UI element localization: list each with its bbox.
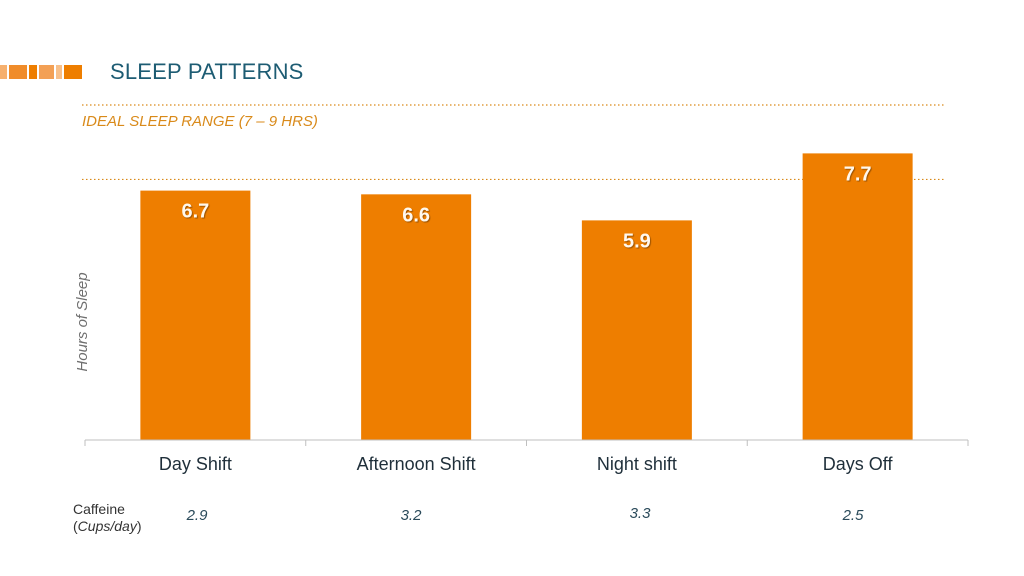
bar-3 [802, 153, 913, 440]
x-tick-label-2: Night shift [597, 454, 677, 474]
bar-2 [581, 220, 692, 440]
caffeine-unit-open: ( [73, 518, 78, 534]
caffeine-value-days-off: 2.5 [842, 507, 864, 524]
bar-0 [140, 190, 251, 440]
caffeine-value-day-shift: 2.9 [186, 507, 208, 524]
caffeine-unit-close: ) [136, 518, 142, 534]
caffeine-label-text: Caffeine [73, 501, 125, 517]
caffeine-value-afternoon-shift: 3.2 [400, 507, 422, 524]
x-tick-label-3: Days Off [823, 454, 894, 474]
data-label-0: 6.7 [181, 201, 209, 223]
ideal-range-label: IDEAL SLEEP RANGE (7 – 9 HRS) [82, 113, 318, 130]
y-axis-label: Hours of Sleep [74, 272, 91, 371]
caffeine-label: Caffeine (Cups/day) [73, 501, 142, 535]
caffeine-value-night-shift: 3.3 [629, 505, 651, 522]
data-label-1: 6.6 [402, 204, 430, 226]
caffeine-unit: Cups/day [77, 518, 137, 534]
page-title: SLEEP PATTERNS [110, 59, 304, 84]
title-decoration-bars [0, 65, 82, 79]
bar-1 [361, 194, 472, 440]
x-tick-label-1: Afternoon Shift [357, 454, 476, 474]
x-tick-label-0: Day Shift [159, 454, 232, 474]
data-label-3: 7.7 [844, 163, 872, 185]
data-label-2: 5.9 [623, 230, 651, 252]
